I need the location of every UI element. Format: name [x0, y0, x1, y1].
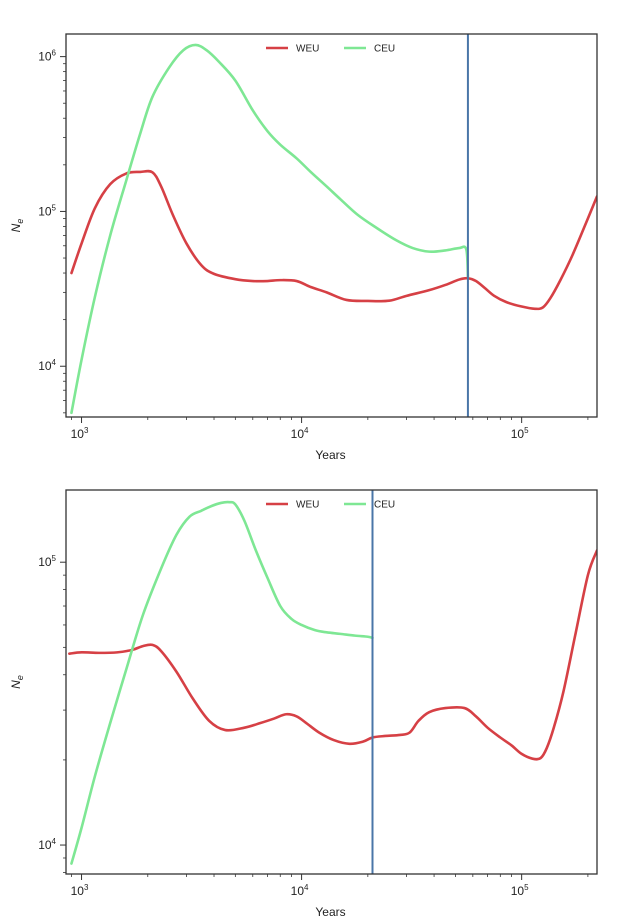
y-tick-label: 105: [38, 554, 56, 569]
y-axis-label: Ne: [9, 219, 25, 233]
plot-area: [70, 43, 597, 415]
series-line-weu: [70, 169, 597, 311]
x-tick-label: 103: [71, 883, 89, 898]
series-line-ceu: [70, 43, 470, 415]
x-tick-label: 104: [291, 426, 309, 441]
axes-frame: [65, 489, 598, 875]
series-line-weu: [68, 549, 597, 761]
x-axis-label: Years: [315, 905, 345, 919]
plot-area: [68, 500, 597, 865]
chart-panel-1: 103 104 105 104 105 106 WEU CEU Years Ne: [9, 33, 598, 462]
series-line-ceu: [70, 500, 374, 865]
x-axis-label: Years: [315, 448, 345, 462]
axes-frame: [65, 33, 598, 418]
y-tick-label: 104: [38, 837, 56, 852]
y-tick-label: 104: [38, 358, 56, 373]
legend-label-weu: WEU: [296, 500, 319, 511]
x-tick-label: 104: [291, 883, 309, 898]
x-tick-label: 105: [511, 426, 529, 441]
x-tick-label: 105: [511, 883, 529, 898]
y-tick-label: 106: [38, 49, 56, 64]
y-axis-label: Ne: [9, 675, 25, 689]
legend-label-weu: WEU: [296, 44, 319, 55]
y-tick-label: 105: [38, 203, 56, 218]
x-tick-label: 103: [71, 426, 89, 441]
chart-panel-2: 103 104 105 104 105 WEU CEU Years Ne: [9, 489, 598, 919]
legend-label-ceu: CEU: [374, 500, 395, 511]
legend-label-ceu: CEU: [374, 44, 395, 55]
